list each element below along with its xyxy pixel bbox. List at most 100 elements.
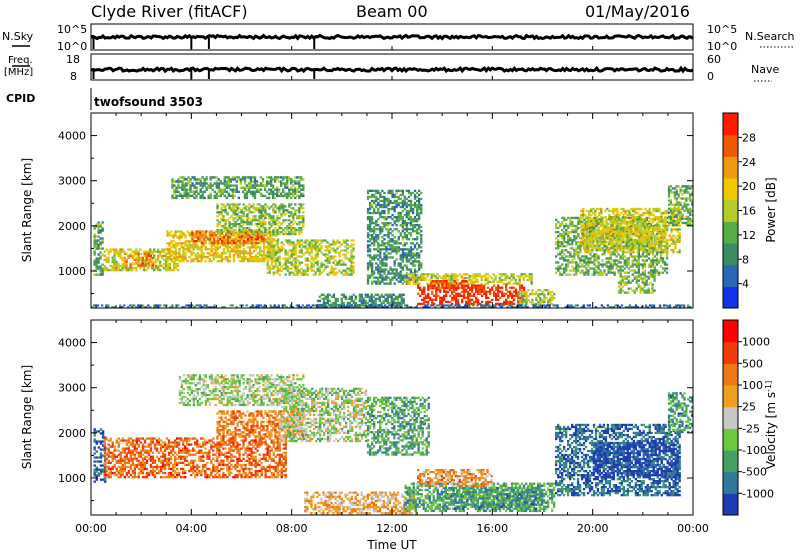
range-gate-cell [436,282,439,285]
range-gate-cell [109,268,112,272]
range-gate-cell [375,238,378,241]
range-gate-cell [239,178,243,181]
range-gate-cell [166,248,169,251]
range-gate-cell [263,184,267,187]
range-gate-cell [389,272,392,275]
range-gate-cell [214,230,217,233]
range-gate-cell [390,299,393,303]
range-gate-cell [248,252,252,255]
range-gate-cell [471,286,474,289]
range-gate-cell [437,294,440,297]
range-gate-cell [238,225,241,228]
range-gate-cell [268,229,271,232]
range-gate-cell [381,226,384,229]
range-gate-cell [182,248,185,251]
range-gate-cell [208,254,211,257]
range-gate-cell [237,178,240,181]
range-gate-cell [627,241,630,244]
range-gate-cell [517,294,520,297]
range-gate-cell [300,217,303,220]
range-gate-cell [203,180,206,183]
range-gate-cell [557,226,560,230]
range-gate-cell [625,216,628,220]
range-gate-cell [216,252,219,255]
range-gate-cell [377,244,380,247]
range-gate-cell [222,219,225,222]
range-gate-cell [241,190,245,193]
range-gate-cell [270,192,273,195]
range-gate-cell [585,269,588,272]
range-gate-cell [587,273,590,276]
range-gate-cell [541,293,544,296]
range-gate-cell [358,299,361,303]
range-gate-cell [298,230,301,234]
range-gate-cell [304,251,307,254]
range-gate-cell [571,269,574,272]
range-gate-cell [234,250,238,253]
range-gate-cell [234,217,237,220]
range-gate-cell [483,292,486,295]
range-gate-cell [615,255,618,258]
range-gate-cell [563,245,566,248]
range-gate-cell [663,267,667,270]
range-gate-cell [567,265,570,268]
range-gate-cell [266,267,269,270]
range-gate-cell [397,274,400,277]
range-gate-cell [166,250,170,253]
range-gate-cell [230,234,234,237]
range-gate-cell [429,296,432,299]
range-gate-cell [371,266,374,269]
range-gate-cell [437,288,440,291]
range-gate-cell [222,230,225,233]
range-gate-cell [129,266,132,270]
range-gate-cell [559,273,562,276]
range-gate-cell [243,188,247,191]
range-gate-cell [252,205,255,208]
range-gate-cell [220,219,223,222]
range-gate-cell [205,182,208,185]
range-gate-cell [420,242,423,245]
range-gate-cell [432,275,435,278]
range-gate-cell [385,276,388,279]
range-gate-cell [613,218,616,222]
range-gate-cell [449,288,452,291]
range-gate-cell [135,248,138,251]
range-gate-cell [296,243,299,246]
range-gate-cell [294,192,297,195]
range-gate-cell [350,239,353,242]
range-gate-cell [445,282,448,285]
range-gate-cell [226,219,229,222]
range-gate-cell [643,245,646,248]
range-gate-cell [254,232,257,236]
range-gate-cell [445,280,448,283]
range-gate-cell [237,190,240,193]
range-gate-cell [629,253,632,256]
range-gate-cell [561,237,564,240]
range-gate-cell [238,223,241,226]
range-gate-cell [366,266,370,269]
range-gate-cell [395,224,398,227]
range-gate-cell [274,265,277,268]
range-gate-cell [224,205,227,208]
range-gate-cell [559,222,562,226]
range-gate-cell [420,211,423,215]
range-gate-cell [187,182,190,185]
range-gate-cell [344,239,347,242]
range-gate-cell [590,224,593,227]
range-gate-cell [314,245,317,248]
range-gate-cell [238,250,242,253]
range-gate-cell [180,260,183,263]
range-gate-cell [633,239,636,242]
range-gate-cell [461,286,464,290]
range-gate-cell [418,224,421,227]
range-gate-cell [413,205,417,209]
range-gate-cell [665,243,669,246]
range-gate-cell [611,241,614,244]
range-gate-cell [162,254,166,257]
range-gate-cell [294,251,297,254]
range-gate-cell [373,256,376,259]
range-gate-cell [511,296,514,299]
range-gate-cell [231,194,234,198]
range-gate-cell [290,267,293,270]
range-gate-cell [164,260,168,264]
